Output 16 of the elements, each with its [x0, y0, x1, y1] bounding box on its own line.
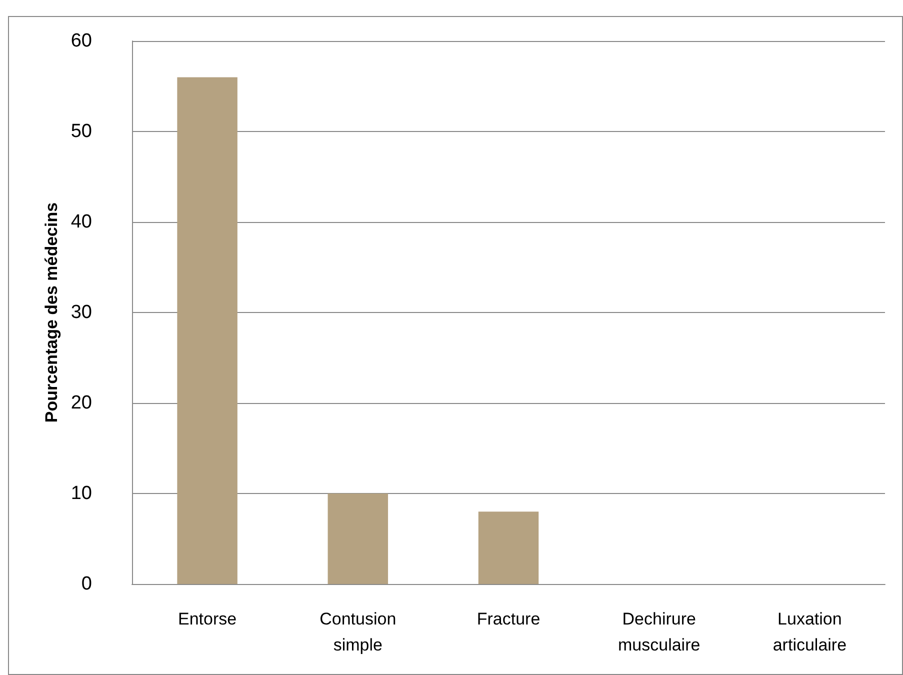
y-axis-title: Pourcentage des médecins: [42, 202, 61, 423]
y-tick-label: 40: [70, 212, 92, 232]
x-tick-label: Dechirure musculaire: [618, 610, 700, 654]
x-tick-label: Contusion simple: [320, 610, 396, 654]
x-tick-label: Luxation articulaire: [772, 610, 847, 654]
y-tick-label: 20: [70, 392, 92, 414]
y-tick-label: 10: [70, 483, 92, 504]
y-tick-label: 0: [81, 574, 92, 594]
y-tick-label: 30: [70, 302, 92, 323]
bar: [478, 512, 539, 584]
bar: [177, 77, 238, 584]
bar: [328, 494, 388, 584]
y-tick-label: 50: [70, 121, 92, 142]
x-tick-label: Entorse: [178, 610, 237, 628]
y-tick-label: 60: [70, 30, 92, 52]
x-tick-label: Fracture: [476, 610, 540, 628]
